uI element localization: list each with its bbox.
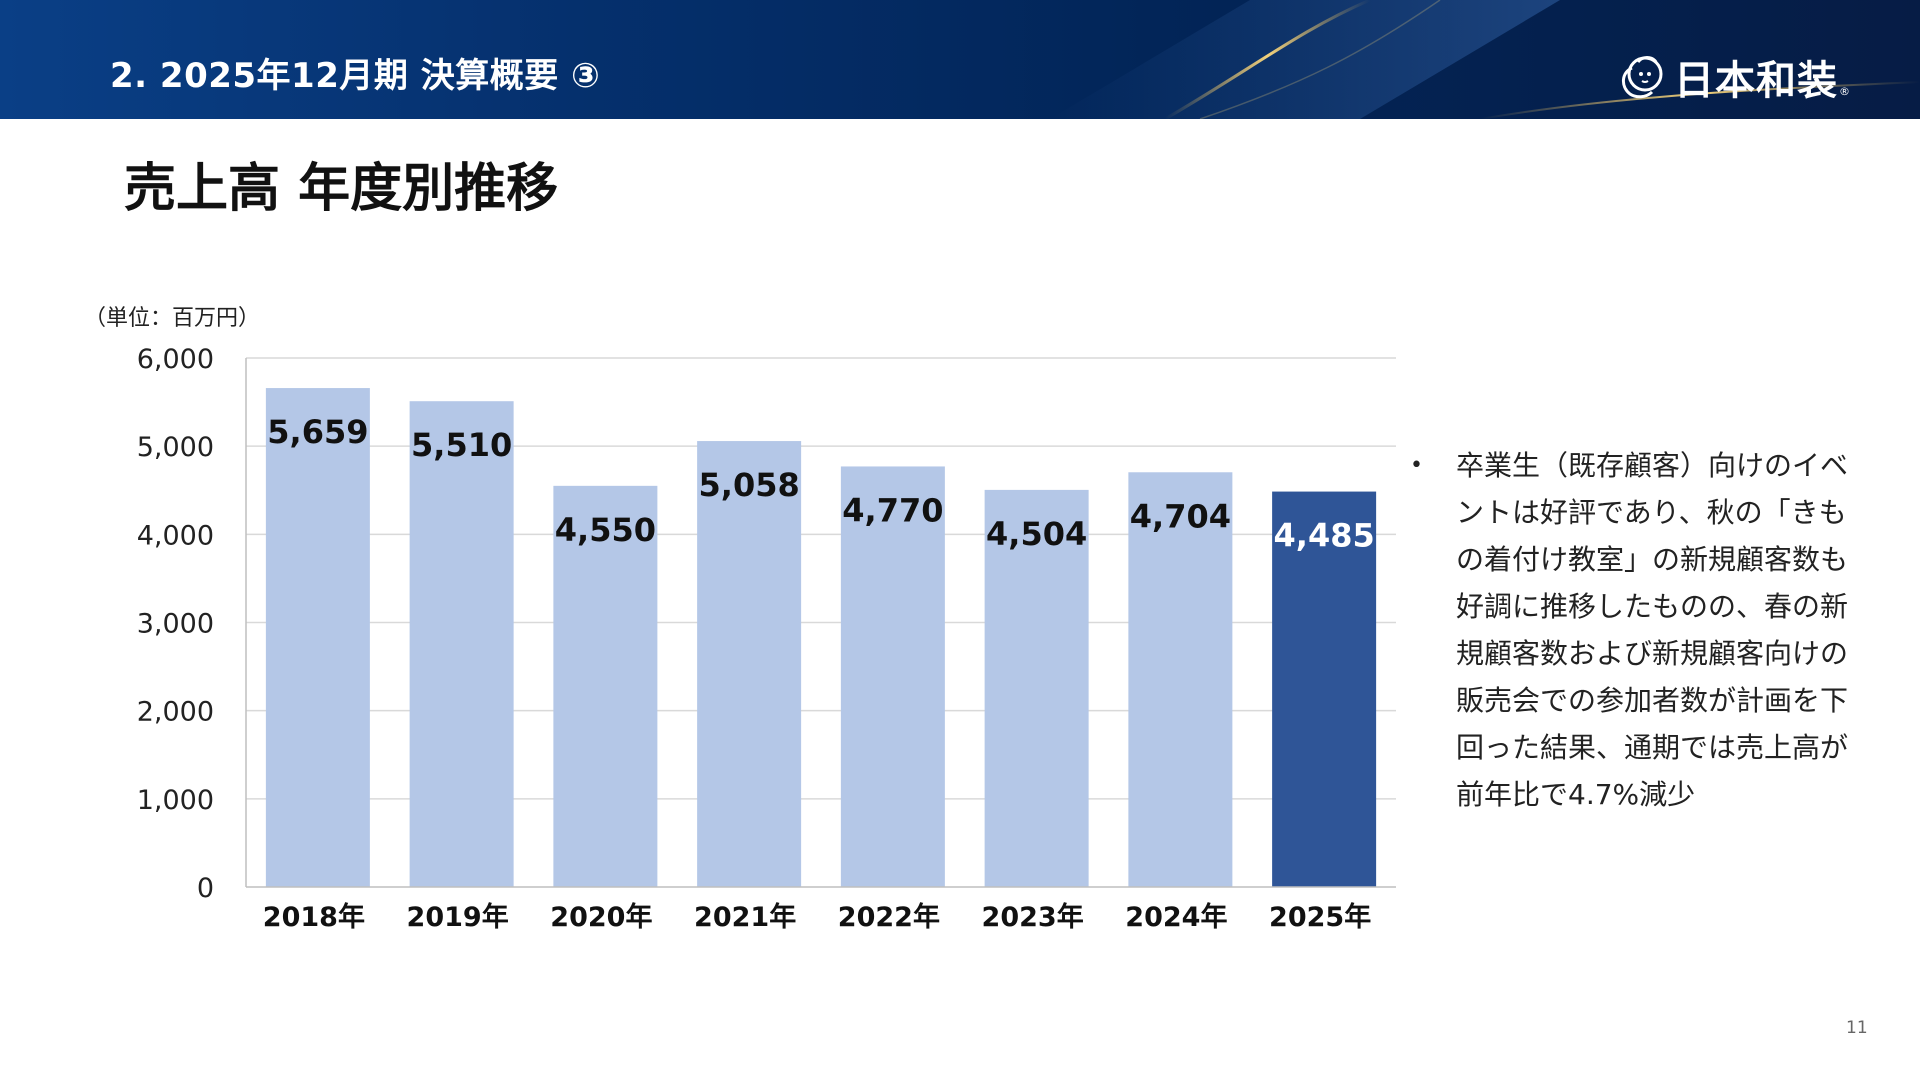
y-tick-label: 4,000 xyxy=(137,520,214,551)
bar-value-label: 5,058 xyxy=(699,466,800,504)
logo-text: 日本和装 xyxy=(1674,58,1838,104)
bar xyxy=(265,388,370,887)
bar xyxy=(840,466,945,887)
section-title: 2. 2025年12月期 決算概要 ③ xyxy=(110,56,601,96)
header-decoration xyxy=(1050,0,1920,119)
x-category-label: 2020年 xyxy=(550,901,652,933)
bar xyxy=(697,441,802,887)
bar-value-label: 4,504 xyxy=(986,515,1087,553)
x-category-label: 2018年 xyxy=(263,901,365,933)
bar-value-label: 4,704 xyxy=(1130,497,1231,535)
bullet-marker: • xyxy=(1410,453,1423,478)
bar xyxy=(553,485,658,887)
x-category-label: 2025年 xyxy=(1269,901,1371,933)
y-tick-label: 5,000 xyxy=(137,432,214,463)
y-tick-label: 0 xyxy=(197,873,214,904)
bar-value-label: 4,550 xyxy=(555,511,656,549)
y-tick-label: 1,000 xyxy=(137,785,214,816)
y-tick-label: 2,000 xyxy=(137,697,214,728)
chart-unit-label: （単位：百万円） xyxy=(84,306,261,331)
x-category-label: 2023年 xyxy=(982,901,1084,933)
x-category-label: 2021年 xyxy=(694,901,796,933)
registered-mark: ® xyxy=(1839,85,1850,98)
x-category-label: 2024年 xyxy=(1125,901,1227,933)
bar-value-label: 4,770 xyxy=(842,491,943,529)
bar-value-label: 5,659 xyxy=(267,413,368,451)
y-tick-label: 6,000 xyxy=(137,344,214,375)
bar-value-label: 5,510 xyxy=(411,426,512,464)
bar xyxy=(1272,491,1377,887)
bar xyxy=(1128,472,1233,887)
x-category-label: 2019年 xyxy=(407,901,509,933)
company-logo: 日本和装 ® xyxy=(1612,48,1850,106)
x-category-label: 2022年 xyxy=(838,901,940,933)
bar-value-label: 4,485 xyxy=(1274,517,1375,555)
header-banner: 2. 2025年12月期 決算概要 ③ 日本和装 ® xyxy=(0,0,1920,119)
page-number: 11 xyxy=(1846,1018,1868,1038)
bar xyxy=(409,401,514,887)
page-title: 売上高 年度別推移 xyxy=(124,159,559,219)
kimono-woman-logo-icon xyxy=(1622,56,1663,99)
y-tick-label: 3,000 xyxy=(137,609,214,640)
commentary: • 卒業生（既存顧客）向けのイベントは好評であり、秋の「きもの着付け教室」の新規… xyxy=(1410,442,1870,818)
bar xyxy=(984,489,1089,887)
commentary-text: 卒業生（既存顧客）向けのイベントは好評であり、秋の「きもの着付け教室」の新規顧客… xyxy=(1456,449,1849,811)
